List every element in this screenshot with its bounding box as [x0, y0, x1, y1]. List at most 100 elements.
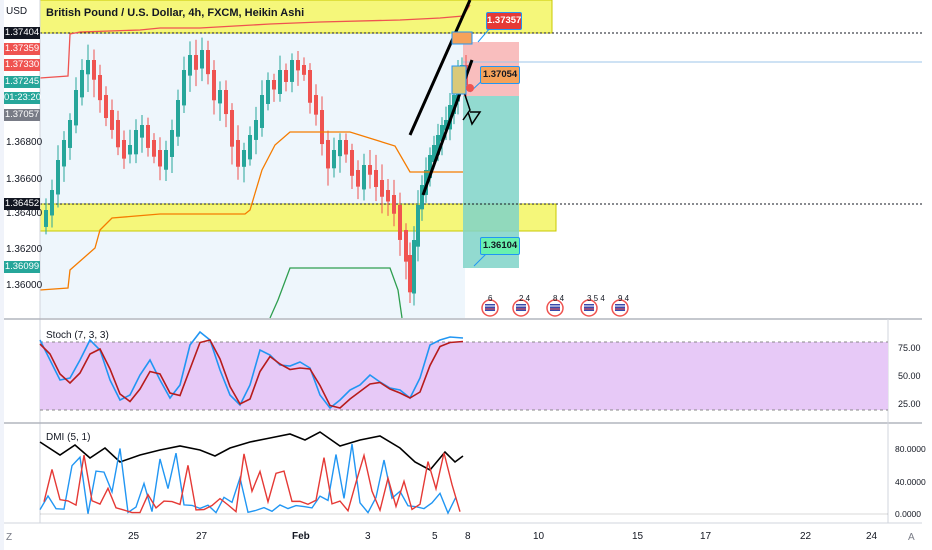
stoch-k-line: [39, 330, 464, 410]
candle-body: [92, 60, 96, 80]
price-badge: 1.36452: [4, 198, 40, 210]
candle-body: [80, 70, 84, 98]
currency-label: USD: [6, 6, 28, 17]
time-label: Feb: [292, 531, 310, 542]
dmi-level: 80.0000: [895, 444, 926, 454]
candle-body: [444, 120, 448, 131]
time-axis[interactable]: 25 27 Feb 3 5 8 10 15 17 22 24: [0, 526, 932, 550]
candle-body: [326, 140, 330, 169]
candle-body: [344, 140, 348, 155]
stoch-level: 50.00: [898, 371, 921, 381]
time-label: 27: [196, 531, 208, 542]
candle-body: [170, 130, 174, 157]
candle-body: [412, 240, 416, 294]
stoch-level: 75.00: [898, 343, 921, 353]
candle-body: [320, 110, 324, 145]
price-badge: 1.37057: [4, 109, 40, 121]
candle-body: [50, 190, 54, 216]
event-count: 6: [488, 294, 493, 303]
candle-body: [206, 50, 210, 75]
candle-body: [74, 90, 78, 126]
event-icon[interactable]: [580, 299, 598, 317]
event-count: 9 4: [618, 294, 630, 303]
candle-body: [416, 205, 420, 247]
candle-body: [152, 140, 156, 157]
candle-body: [122, 140, 126, 159]
price-label: 1.36200: [6, 244, 43, 255]
zoom-button[interactable]: Z: [6, 532, 13, 543]
price-label: 1.36600: [6, 174, 43, 185]
dmi-minus-line: [43, 452, 461, 514]
economic-events[interactable]: [481, 299, 629, 317]
orange-channel-line: [39, 131, 463, 291]
candle-body: [338, 140, 342, 157]
stoch-band: [40, 342, 888, 410]
candle-body: [398, 205, 402, 240]
candle-body: [374, 170, 378, 187]
price-badge: 1.37330: [4, 59, 40, 71]
countdown-badge: 01:23:20: [4, 92, 41, 104]
event-count: 8 4: [553, 294, 565, 303]
candle-body: [302, 65, 306, 75]
candle-body: [284, 70, 288, 82]
symbol-title[interactable]: British Pound / U.S. Dollar, 4h, FXCM, H…: [46, 7, 305, 19]
candle-body: [404, 230, 408, 262]
price-badge: 1.36099: [4, 261, 40, 273]
candle-body: [362, 165, 366, 190]
candle-body: [420, 185, 424, 210]
candle-body: [436, 135, 440, 155]
candle-body: [266, 80, 270, 104]
red-channel-line: [39, 4, 471, 79]
candle-body: [104, 95, 108, 119]
green-channel-line: [269, 267, 403, 319]
candle-body: [224, 90, 228, 115]
candle-body: [314, 95, 318, 115]
candle-body: [146, 125, 150, 148]
event-icon[interactable]: [481, 299, 499, 317]
candle-body: [110, 110, 114, 130]
stop-price-label[interactable]: 1.37357: [486, 12, 522, 30]
target-price-label[interactable]: 1.36104: [480, 237, 520, 255]
dmi-adx-line: [39, 431, 464, 472]
event-icon[interactable]: [546, 299, 564, 317]
stoch-d-line: [39, 339, 464, 409]
candle-body: [98, 75, 102, 101]
dmi-plus-line: [39, 443, 457, 515]
candle-body: [308, 70, 312, 103]
candle-body: [44, 210, 48, 227]
candle-body: [116, 120, 120, 148]
dmi-level: 0.0000: [895, 509, 921, 519]
time-label: 22: [800, 531, 812, 542]
stoch-title[interactable]: Stoch (7, 3, 3): [46, 330, 109, 341]
upper-trendline[interactable]: [408, 0, 472, 136]
auto-scale-button[interactable]: A: [908, 532, 915, 543]
candle-body: [140, 125, 144, 138]
event-count: 3 5 4: [587, 294, 605, 303]
history-shade: [40, 0, 465, 318]
candle-body: [272, 80, 276, 90]
time-label: 15: [632, 531, 644, 542]
candle-body: [158, 150, 162, 167]
event-icon[interactable]: [512, 299, 530, 317]
candle-body: [452, 95, 456, 114]
entry-price-label[interactable]: 1.37054: [480, 66, 520, 84]
candle-body: [128, 145, 132, 155]
candle-body: [182, 70, 186, 106]
dmi-title[interactable]: DMI (5, 1): [46, 432, 91, 443]
candle-body: [296, 60, 300, 71]
candle-body: [408, 255, 412, 293]
candle-body: [332, 150, 336, 169]
candle-body: [428, 155, 432, 179]
candle-body: [164, 150, 168, 170]
candle-body: [194, 55, 198, 70]
candle-body: [432, 145, 436, 163]
time-label: 24: [866, 531, 878, 542]
candle-body: [248, 135, 252, 160]
event-icon[interactable]: [611, 299, 629, 317]
price-label: 1.36800: [6, 137, 43, 148]
candle-body: [236, 140, 240, 167]
price-badge: 1.37404: [4, 27, 40, 39]
price-badge: 1.37359: [4, 43, 40, 55]
